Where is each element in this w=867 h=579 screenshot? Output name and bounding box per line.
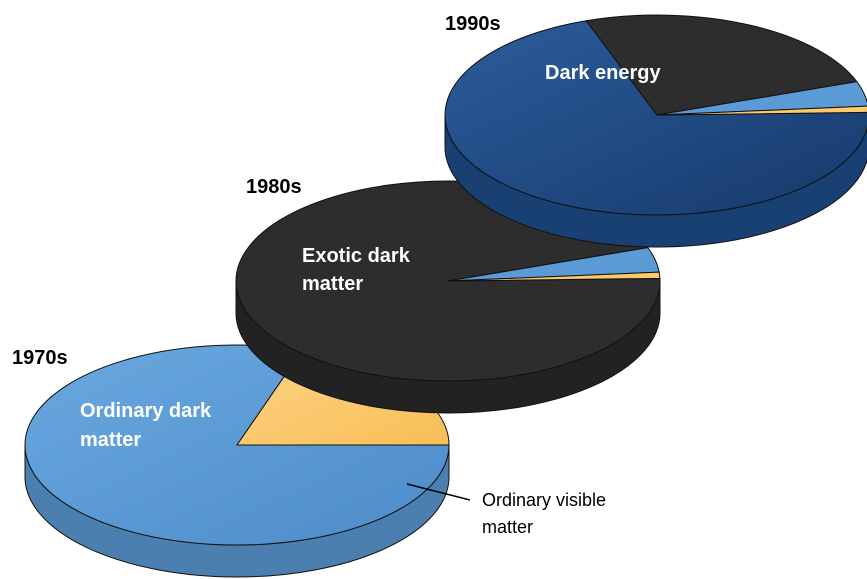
- dark-energy-label: Dark energy: [545, 62, 661, 84]
- exotic-dark-matter-label-line2: matter: [302, 273, 363, 295]
- pie-slice-1990s-3: [656, 105, 867, 116]
- pie-slice-1990s-1: [585, 14, 858, 116]
- era-label-1970s: 1970s: [12, 347, 68, 369]
- visible-matter-label-line2: matter: [482, 517, 533, 537]
- pie-slice-1990s-2: [656, 81, 867, 116]
- pie-slice-1990s-0: [444, 20, 867, 216]
- ordinary-dark-matter-label-line2: matter: [80, 429, 141, 451]
- era-label-1980s: 1980s: [246, 176, 302, 198]
- pie-1990s: [444, 14, 867, 248]
- era-label-1990s: 1990s: [445, 13, 501, 35]
- visible-matter-callout-line: [406, 483, 471, 501]
- pie-slice-1980s-2: [447, 271, 661, 282]
- ordinary-dark-matter-label-line1: Ordinary dark: [80, 400, 212, 422]
- exotic-dark-matter-label-line1: Exotic dark: [302, 245, 411, 267]
- visible-matter-label-line1: Ordinary visible: [482, 490, 606, 510]
